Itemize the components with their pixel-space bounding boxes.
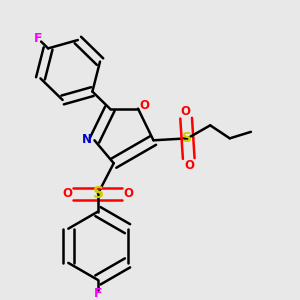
Text: O: O	[139, 99, 149, 112]
Text: S: S	[182, 131, 192, 146]
Text: S: S	[92, 186, 104, 201]
Text: O: O	[181, 105, 190, 118]
Text: O: O	[184, 159, 194, 172]
Text: O: O	[124, 187, 134, 200]
Text: F: F	[94, 287, 102, 300]
Text: N: N	[82, 133, 92, 146]
Text: O: O	[62, 187, 72, 200]
Text: F: F	[34, 32, 43, 45]
